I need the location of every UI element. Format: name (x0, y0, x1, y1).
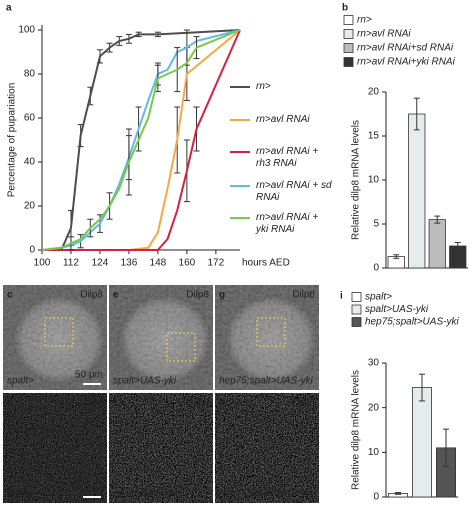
y-tick-label: 0 (373, 492, 379, 503)
marker-label: Dilp8 (80, 398, 103, 409)
y-tick-label: 80 (24, 69, 36, 80)
genotype-label: spalt>UAS-yki (113, 376, 177, 387)
marker-label: Dilp8 (80, 290, 103, 301)
genotype-label: spalt> (7, 376, 34, 387)
texture (3, 393, 107, 503)
texture (109, 393, 213, 503)
genotype-label: hep75;spalt>UAS-yki (219, 376, 313, 387)
x-axis-label: hours AED (242, 258, 290, 269)
x-tick-label: 112 (63, 258, 79, 269)
series-line (41, 29, 241, 251)
roi-box (256, 317, 286, 347)
y-tick-label: 15 (368, 131, 380, 142)
y-tick-label: 5 (373, 219, 379, 230)
texture (215, 285, 319, 390)
texture (3, 285, 107, 390)
y-axis-label: Relative dilp8 mRNA levels (351, 120, 362, 240)
panel-letter: c (7, 290, 13, 301)
scale-bar-label: 50 μm (75, 370, 103, 381)
marker-label: Dilp8 (292, 398, 315, 409)
y-tick-label: 10 (368, 175, 380, 186)
y-tick-label: 100 (18, 25, 35, 36)
x-tick-label: 172 (208, 258, 225, 269)
legend-label: spalt>UAS-yki (365, 304, 429, 315)
series-line (42, 29, 241, 251)
texture (215, 393, 319, 503)
legend-label: rn>avl RNAi (357, 29, 411, 40)
x-tick-label: 100 (34, 258, 51, 269)
legend-label: rn>avl RNAi+yki RNAi (357, 57, 456, 68)
legend-swatch (351, 292, 362, 302)
panel-letter: i (340, 291, 343, 302)
series-line (42, 29, 241, 251)
y-tick-label: 40 (24, 157, 36, 168)
y-tick-label: 60 (24, 113, 36, 124)
genotype-label: spalt> (7, 489, 34, 500)
legend-swatch (343, 29, 354, 39)
y-tick-label: 30 (368, 358, 380, 369)
x-tick-label: 136 (121, 258, 138, 269)
marker-label: Dilp8 (292, 290, 315, 301)
y-axis-label: Percentage of pupariation (7, 83, 18, 198)
legend-swatch (343, 43, 354, 53)
legend-label: rn>avl RNAi + sd RNAi (256, 180, 332, 203)
legend-label: rn> (357, 15, 372, 26)
panel-letter: b (342, 3, 348, 14)
legend-label: rn>avl RNAi + rh3 RNAi (256, 146, 319, 169)
genotype-label: spalt>UAS-yki (113, 489, 177, 500)
y-axis-label: Relative dilp8 mRNA levels (351, 370, 362, 490)
legend-swatch (343, 15, 354, 25)
legend-swatch (351, 317, 362, 327)
legend-label: hep75;spalt>UAS-yki (365, 317, 459, 328)
panel-letter: a (6, 3, 12, 14)
scale-bar-label: 100 μm (69, 483, 103, 494)
y-tick-label: 20 (368, 402, 380, 413)
legend-swatch (343, 57, 354, 67)
legend-label: rn>avl RNAi + yki RNAi (256, 212, 319, 235)
texture (109, 285, 213, 390)
x-tick-label: 148 (150, 258, 167, 269)
legend-label: spalt> (365, 292, 392, 303)
panel-letter: f (113, 398, 117, 409)
marker-label: Dilp8 (186, 290, 209, 301)
panel-letter: g (219, 290, 225, 301)
genotype-label: hep75;spalt>UAS-yki (219, 489, 313, 500)
legend-swatch (351, 304, 362, 315)
y-tick-label: 10 (368, 447, 380, 458)
panel-letter: d (7, 398, 13, 409)
bar (428, 219, 446, 269)
y-tick-label: 0 (373, 263, 379, 274)
marker-label: Dilp8 (186, 398, 209, 409)
x-tick-label: 160 (179, 258, 196, 269)
legend-label: rn>avl RNAi+sd RNAi (357, 43, 454, 54)
roi-box (44, 317, 74, 347)
x-tick-label: 124 (92, 258, 109, 269)
y-tick-label: 0 (29, 245, 35, 256)
y-tick-label: 20 (24, 201, 36, 212)
roi-box (166, 332, 196, 362)
y-tick-label: 20 (368, 87, 380, 98)
bar (408, 113, 426, 269)
bar (411, 387, 432, 498)
legend-label: rn> (256, 81, 271, 92)
legend-label: rn>avl RNAi (256, 114, 310, 125)
panel-letter: e (113, 290, 119, 301)
panel-letter: h (219, 398, 225, 409)
